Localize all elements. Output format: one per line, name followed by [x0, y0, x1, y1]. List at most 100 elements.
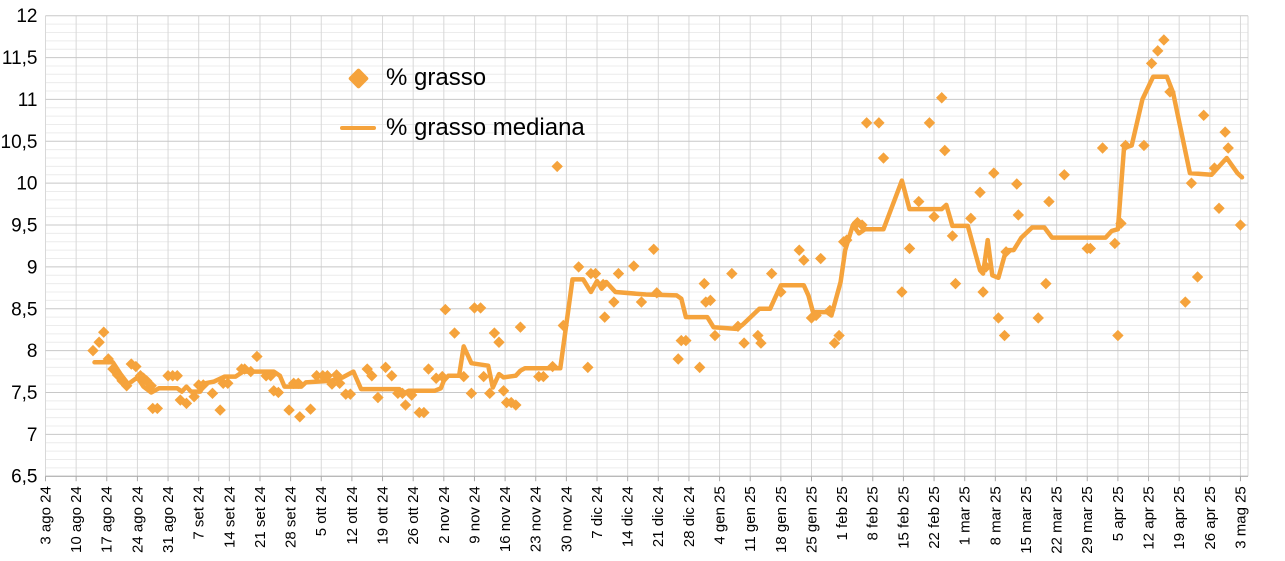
- x-tick-label: 30 nov 24: [558, 486, 575, 552]
- scatter-point: [120, 380, 133, 392]
- scatter-point: [860, 117, 873, 129]
- y-tick-label: 7: [27, 425, 38, 446]
- scatter-point: [648, 243, 660, 256]
- scatter-point: [1112, 329, 1124, 342]
- x-tick-label: 29 mar 25: [1079, 486, 1096, 554]
- diamond-marker-icon: [347, 67, 369, 89]
- scatter-point: [251, 350, 263, 363]
- y-tick-label: 7,5: [11, 383, 37, 404]
- x-tick-label: 12 apr 25: [1140, 486, 1157, 549]
- scatter-point: [93, 336, 105, 348]
- scatter-point: [344, 388, 357, 400]
- scatter-point: [1191, 271, 1204, 283]
- x-tick-label: 24 ago 24: [129, 486, 146, 553]
- scatter-point: [304, 403, 317, 415]
- x-tick-label: 14 dic 24: [620, 486, 637, 547]
- scatter-point: [366, 370, 378, 382]
- scatter-point: [704, 294, 717, 307]
- scatter-point: [436, 370, 448, 383]
- scatter-point: [326, 378, 338, 390]
- x-tick-label: 28 dic 24: [681, 486, 698, 547]
- scatter-point: [222, 377, 234, 389]
- scatter-point: [598, 311, 611, 323]
- scatter-point: [238, 363, 251, 375]
- scatter-point: [1119, 139, 1132, 152]
- scatter-point: [477, 370, 490, 383]
- scatter-point: [913, 195, 925, 208]
- gridlines-horizontal-major: [45, 15, 1248, 477]
- scatter-point: [265, 370, 277, 382]
- x-tick-label: 10 ago 24: [68, 486, 85, 553]
- scatter-point: [726, 267, 738, 280]
- scatter-point: [439, 303, 452, 316]
- scatter-point: [102, 353, 115, 365]
- scatter-point: [283, 404, 295, 416]
- scatter-point: [171, 370, 183, 382]
- scatter-point: [1185, 177, 1198, 189]
- scatter-point: [321, 370, 334, 382]
- scatter-point: [448, 327, 461, 339]
- scatter-point: [755, 337, 767, 349]
- scatter-point: [980, 261, 992, 273]
- scatter-point: [672, 353, 684, 365]
- scatter-point: [272, 386, 285, 399]
- scatter-point: [1234, 219, 1247, 231]
- scatter-point: [386, 370, 398, 382]
- scatter-point: [1145, 57, 1158, 70]
- y-tick-label: 8,5: [11, 299, 37, 320]
- x-tick-label: 31 ago 24: [160, 486, 177, 553]
- scatter-point: [488, 327, 501, 339]
- scatter-point: [145, 380, 157, 392]
- scatter-point: [612, 267, 625, 280]
- scatter-point: [111, 369, 124, 381]
- scatter-point: [1058, 169, 1070, 181]
- x-tick-label: 21 dic 24: [650, 486, 667, 547]
- scatter-point: [87, 344, 99, 357]
- scatter-point: [992, 312, 1005, 324]
- scatter-point: [998, 329, 1011, 342]
- scatter-point: [399, 399, 412, 411]
- scatter-point: [1109, 237, 1121, 250]
- x-tick-label: 4 gen 25: [712, 486, 729, 544]
- legend-label-mediana: % grasso mediana: [386, 114, 585, 141]
- scatter-point: [793, 244, 805, 256]
- scatter-point: [551, 160, 563, 173]
- x-tick-label: 26 ott 24: [405, 486, 422, 544]
- x-tick-label: 5 apr 25: [1110, 486, 1127, 541]
- y-tick-label: 10: [16, 174, 37, 195]
- scatter-point: [151, 402, 164, 415]
- gridlines-vertical: [45, 15, 1249, 477]
- x-tick-label: 15 mar 25: [1018, 486, 1035, 554]
- scatter-point: [680, 334, 692, 347]
- x-tick-label: 22 feb 25: [926, 486, 943, 549]
- scatter-point: [1115, 217, 1127, 230]
- scatter-point: [140, 375, 153, 387]
- scatter-point: [765, 267, 778, 280]
- scatter-point: [608, 296, 620, 308]
- scatter-point: [946, 230, 959, 242]
- scatter-point: [206, 387, 219, 400]
- scatter-point: [514, 321, 527, 333]
- scatter-point: [1040, 277, 1052, 290]
- scatter-point: [245, 365, 257, 378]
- scatter-point: [1043, 195, 1055, 208]
- scatter-point: [974, 186, 986, 199]
- scatter-point: [928, 210, 940, 223]
- scatter-point: [936, 92, 948, 104]
- x-tick-label: 5 ott 24: [313, 486, 330, 536]
- scatter-point: [546, 360, 559, 373]
- scatter-point: [738, 337, 750, 349]
- x-tick-label: 8 feb 25: [865, 486, 882, 540]
- scatter-point: [396, 387, 409, 400]
- scatter-point: [418, 406, 430, 419]
- median-line-series: [92, 74, 1245, 396]
- scatter-point: [130, 360, 142, 373]
- scatter-point: [775, 286, 787, 298]
- scatter-point: [582, 361, 594, 374]
- x-tick-label: 3 mag 25: [1232, 486, 1249, 549]
- scatter-point: [468, 302, 481, 314]
- scatter-point: [188, 390, 200, 403]
- scatter-point: [405, 389, 418, 401]
- scatter-point: [1011, 178, 1023, 190]
